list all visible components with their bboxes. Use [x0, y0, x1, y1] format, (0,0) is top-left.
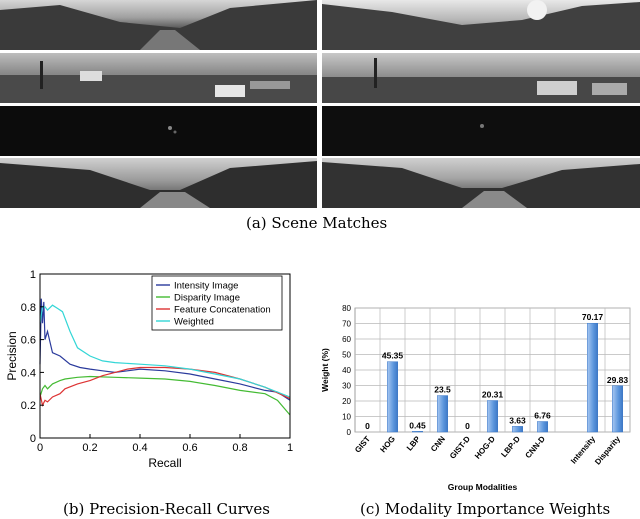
- pr-x-tick-label: 0.4: [132, 442, 147, 454]
- pr-legend-label: Disparity Image: [174, 293, 240, 304]
- pr-y-tick-label: 0.4: [21, 367, 36, 379]
- bar-y-tick-label: 70: [342, 320, 351, 329]
- bar: [387, 361, 398, 433]
- scene-image-left-2: [0, 53, 317, 103]
- bar-y-tick-label: 10: [342, 413, 351, 422]
- pr-y-tick-label: 0.8: [21, 302, 36, 314]
- bar: [587, 322, 598, 433]
- bar-y-tick-label: 40: [342, 366, 351, 375]
- bar-category-label: Disparity: [593, 434, 622, 466]
- bar-value-label: 29.83: [607, 375, 629, 385]
- pr-x-axis-label: Recall: [148, 456, 181, 470]
- bar-category-label: CNN: [429, 434, 447, 453]
- pr-curve-chart: 0 0.2 0.4 0.6 0.8 1 0 0.2 0.4 0.6 0.8 1 Recall Precis…: [5, 269, 293, 470]
- bar-category-label: HOG: [378, 435, 397, 455]
- scene-image-left-1: [0, 0, 317, 50]
- pr-x-tick-label: 0.8: [232, 442, 247, 454]
- pr-legend-box: [151, 275, 283, 331]
- bar-value-label: 0: [365, 421, 370, 431]
- pr-series-line: [39, 304, 291, 398]
- scene-image-right-1: [322, 0, 640, 50]
- pr-series-line: [39, 298, 291, 401]
- scene-image-left-3: [0, 106, 317, 156]
- bar-category-label: CNN-D: [524, 434, 548, 460]
- pr-x-tick-label: 0.6: [182, 442, 197, 454]
- pr-legend-label: Weighted: [174, 317, 214, 328]
- scene-image-right-3: [322, 106, 640, 156]
- bar-y-tick-label: 80: [342, 304, 351, 313]
- bar: [412, 431, 423, 433]
- caption-a: (a) Scene Matches: [246, 214, 388, 232]
- bar-y-axis-label: Weight (%): [320, 348, 330, 392]
- scene-image-right-2: [322, 53, 640, 103]
- bar: [612, 385, 623, 433]
- bar-value-label: 0: [465, 421, 470, 431]
- pr-y-tick-label: 0.6: [21, 335, 36, 347]
- bar-value-label: 0.45: [409, 420, 426, 430]
- pr-plot-frame: [39, 273, 291, 439]
- bar-category-label: GIST: [353, 434, 372, 454]
- bar-value-label: 70.17: [582, 312, 604, 322]
- scene-image-right-4: [322, 158, 640, 208]
- bar-category-label: LBP: [405, 434, 423, 453]
- weights-bar-chart: 010203040506070800GIST45.35HOG0.45LBP23.…: [320, 304, 631, 492]
- bar: [437, 395, 448, 433]
- bar-y-tick-label: 50: [342, 351, 351, 360]
- caption-b: (b) Precision-Recall Curves: [63, 500, 270, 518]
- scene-image-left-4: [0, 158, 317, 208]
- bar-category-label: HOG-D: [473, 434, 497, 460]
- pr-y-axis-label: Precision: [5, 331, 19, 380]
- bar-y-tick-label: 20: [342, 397, 351, 406]
- bar-value-label: 3.63: [509, 415, 526, 425]
- bar-value-label: 23.5: [434, 385, 451, 395]
- pr-legend-label: Intensity Image: [174, 281, 238, 292]
- bar-value-label: 6.76: [534, 411, 551, 421]
- bar-category-label: LBP-D: [499, 434, 522, 459]
- pr-x-tick-label: 0: [37, 442, 43, 454]
- bar-y-tick-label: 60: [342, 335, 351, 344]
- pr-y-tick-label: 1: [30, 269, 36, 281]
- bar: [512, 426, 523, 433]
- bar-value-label: 45.35: [382, 351, 404, 361]
- bar-y-tick-label: 30: [342, 382, 351, 391]
- bar: [487, 400, 498, 433]
- pr-y-tick-label: 0: [30, 433, 36, 445]
- pr-legend-label: Feature Concatenation: [174, 305, 271, 316]
- pr-series-line: [39, 375, 291, 416]
- pr-y-tick-label: 0.2: [21, 400, 36, 412]
- bar-value-label: 20.31: [482, 390, 504, 400]
- pr-series-line: [39, 366, 291, 407]
- bar-category-label: GIST-D: [448, 434, 472, 460]
- bar-x-axis-label: Group Modalities: [448, 482, 518, 492]
- caption-c: (c) Modality Importance Weights: [360, 500, 611, 518]
- bar: [537, 421, 548, 433]
- pr-x-tick-label: 0.2: [82, 442, 97, 454]
- bar-y-tick-label: 0: [347, 428, 352, 437]
- pr-x-tick-label: 1: [287, 442, 293, 454]
